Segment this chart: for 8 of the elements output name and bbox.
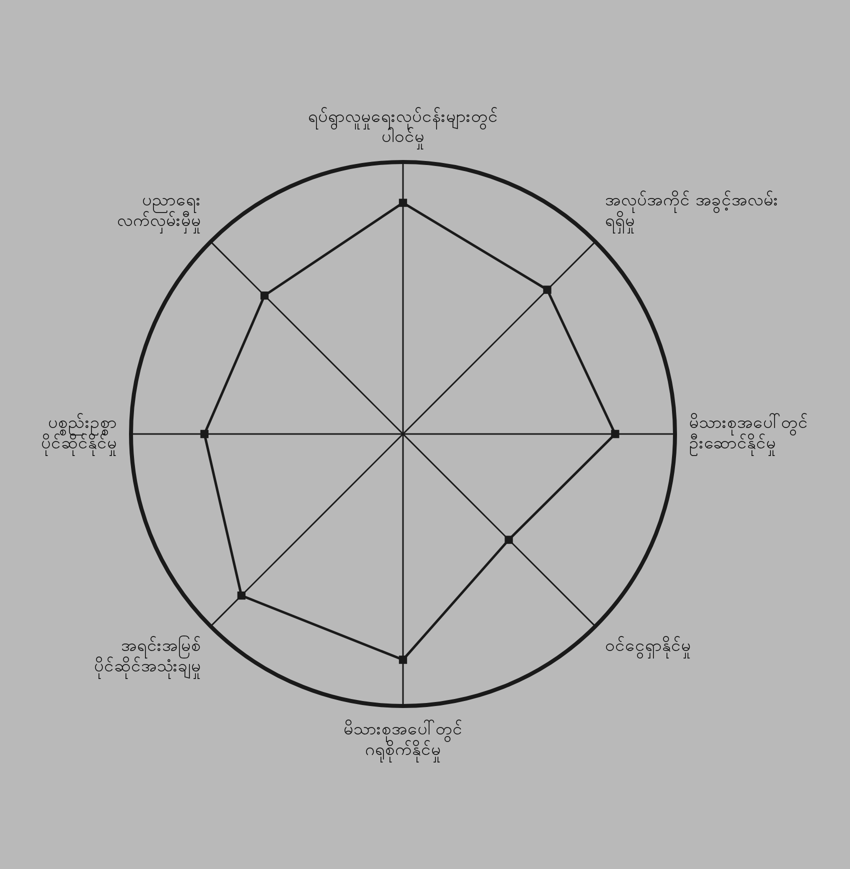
spoke-label: မိသားစုအပေါ်တွင် ဂရုစိုက်နိုင်မှု <box>344 718 462 764</box>
spoke-label: အရင်းအမြစ် ပိုင်ဆိုင်အသုံးချမှု <box>94 634 201 680</box>
spoke-label: ပညာရေး လက်လှမ်းမှီမှု <box>116 190 201 234</box>
spoke-label: ပစ္စည်းဥစ္စာ ပိုင်ဆိုင်နိုင်မှု <box>41 413 117 457</box>
spoke-label: အလုပ်အကိုင် အခွင့်အလမ်း ရရှိမှု <box>605 190 779 234</box>
spoke-label: ရပ်ရွာလူမှုရေးလုပ်ငန်းများတွင် ပါဝင်မှု <box>308 106 498 150</box>
spoke-label: မိသားစုအပေါ်တွင် ဦးဆောင်နိုင်မှု <box>689 412 808 457</box>
spoke-label: ဝင်ငွေရှာနိုင်မှု <box>605 636 692 659</box>
